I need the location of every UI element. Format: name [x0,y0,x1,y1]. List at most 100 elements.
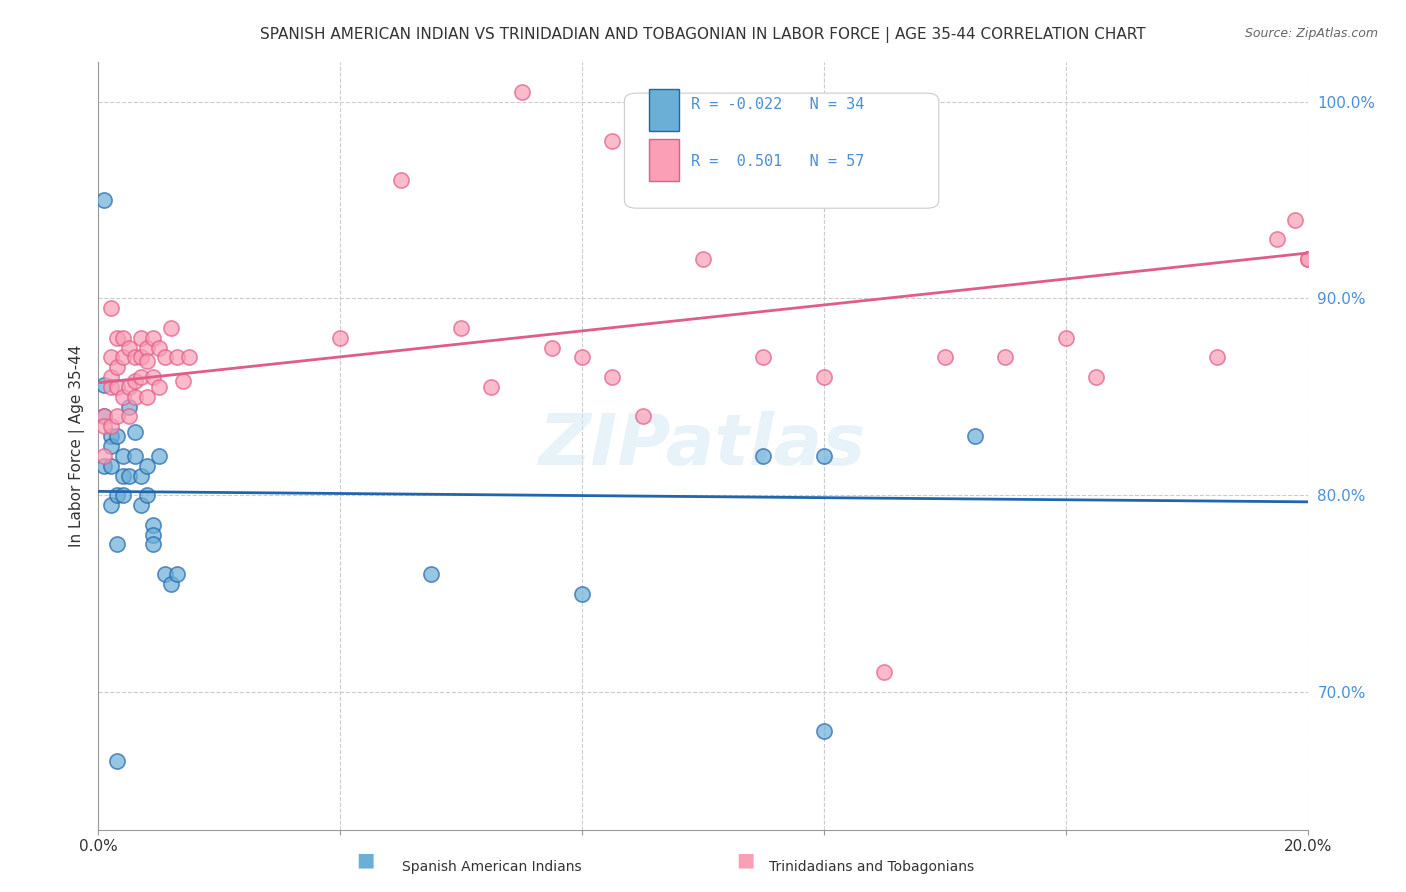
Point [93,378,115,392]
Point [100,380,122,394]
Point [100,439,122,453]
Point [111,488,134,502]
Point [873,665,896,680]
Point [450,321,472,335]
Point [129,370,152,384]
Point [111,331,134,345]
Point [100,301,122,316]
Text: ■: ■ [735,851,755,870]
Point [135,488,157,502]
Point [153,566,176,581]
Point [111,449,134,463]
Point [118,400,141,414]
Point [934,351,956,365]
Point [160,321,183,335]
Point [124,351,146,365]
Point [602,134,624,148]
Point [148,380,170,394]
Text: ■: ■ [356,851,375,870]
Point [752,351,775,365]
Point [160,576,183,591]
Point [135,354,157,368]
Point [752,449,775,463]
Point [93,419,115,434]
Point [752,114,775,128]
Point [105,754,128,768]
Point [965,429,987,443]
Point [153,351,176,365]
Point [1054,331,1077,345]
Point [510,85,533,99]
Point [148,449,170,463]
Point [111,351,134,365]
Point [1296,252,1319,267]
Point [142,517,165,532]
Text: Source: ZipAtlas.com: Source: ZipAtlas.com [1244,27,1378,40]
Point [118,380,141,394]
Point [100,351,122,365]
Point [118,341,141,355]
Point [1206,351,1229,365]
Point [329,331,352,345]
Point [135,390,157,404]
Point [124,390,146,404]
Point [692,252,714,267]
Point [166,566,188,581]
Point [93,458,115,473]
Point [142,331,165,345]
Text: SPANISH AMERICAN INDIAN VS TRINIDADIAN AND TOBAGONIAN IN LABOR FORCE | AGE 35-44: SPANISH AMERICAN INDIAN VS TRINIDADIAN A… [260,27,1146,43]
Point [1296,252,1319,267]
Point [631,409,654,424]
Point [100,429,122,443]
Point [142,527,165,541]
Point [100,419,122,434]
Point [135,458,157,473]
Point [129,331,152,345]
Point [129,351,152,365]
FancyBboxPatch shape [648,89,679,131]
Point [105,488,128,502]
Point [540,341,562,355]
Point [813,724,835,739]
Point [135,341,157,355]
Point [100,370,122,384]
Text: Trinidadians and Tobagonians: Trinidadians and Tobagonians [769,860,974,874]
Point [124,374,146,388]
Point [93,409,115,424]
Point [813,449,835,463]
Point [105,380,128,394]
Point [105,331,128,345]
Point [105,360,128,375]
Point [111,390,134,404]
Point [105,537,128,551]
Text: R = -0.022   N = 34: R = -0.022 N = 34 [690,97,865,112]
Point [93,409,115,424]
Point [105,409,128,424]
Point [813,370,835,384]
Point [1267,232,1289,246]
Point [93,193,115,207]
Point [1085,370,1108,384]
Text: Spanish American Indians: Spanish American Indians [402,860,582,874]
Point [105,429,128,443]
Point [129,498,152,512]
Point [166,351,188,365]
Point [571,351,593,365]
Text: ZIPatlas: ZIPatlas [540,411,866,481]
Point [100,498,122,512]
Point [179,351,201,365]
Point [118,468,141,483]
Point [124,449,146,463]
Point [389,173,412,187]
Point [124,425,146,440]
Point [994,351,1017,365]
Point [1284,212,1306,227]
Point [100,458,122,473]
Point [142,370,165,384]
Point [142,537,165,551]
Point [602,370,624,384]
Point [148,341,170,355]
Text: R =  0.501   N = 57: R = 0.501 N = 57 [690,154,865,169]
FancyBboxPatch shape [648,139,679,181]
Point [571,586,593,600]
